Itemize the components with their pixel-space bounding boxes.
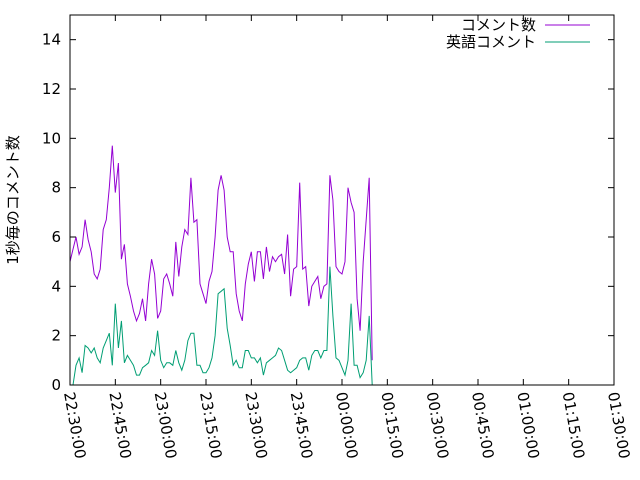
x-tick-label: 00:00:00 <box>332 391 361 460</box>
legend-label-2: 英語コメント <box>446 33 536 51</box>
series-line-2 <box>70 266 373 386</box>
y-tick-label: 6 <box>51 228 61 246</box>
y-tick-label: 4 <box>51 277 61 295</box>
x-tick-label: 00:15:00 <box>377 391 406 460</box>
y-tick-label: 12 <box>42 80 61 98</box>
y-tick-label: 2 <box>51 327 61 345</box>
x-tick-label: 01:00:00 <box>513 391 542 460</box>
x-tick-label: 00:30:00 <box>423 391 452 460</box>
series-line-1 <box>69 145 373 361</box>
series-layer <box>69 145 373 386</box>
x-tick-label: 01:30:00 <box>604 391 633 460</box>
x-tick-label: 23:45:00 <box>287 391 316 460</box>
x-axis-ticks: 22:30:00 22:45:00 23:00:00 23:15:00 23:30:00… <box>60 15 633 460</box>
x-tick-label: 22:30:00 <box>60 391 89 460</box>
y-tick-label: 10 <box>42 129 61 147</box>
x-tick-label: 01:15:00 <box>559 391 588 460</box>
y-axis-label: 1秒毎のコメント数 <box>4 135 22 265</box>
y-tick-label: 0 <box>51 376 61 394</box>
x-tick-label: 00:45:00 <box>468 391 497 460</box>
legend-label-1: コメント数 <box>461 16 536 34</box>
x-tick-label: 23:15:00 <box>196 391 225 460</box>
y-axis-ticks: 0 2 4 6 8 10 12 14 <box>42 31 614 394</box>
x-tick-label: 23:30:00 <box>241 391 270 460</box>
plot-frame <box>69 14 615 386</box>
x-tick-label: 23:00:00 <box>151 391 180 460</box>
y-tick-label: 8 <box>51 179 61 197</box>
x-tick-label: 22:45:00 <box>105 391 134 460</box>
y-tick-label: 14 <box>42 31 61 49</box>
